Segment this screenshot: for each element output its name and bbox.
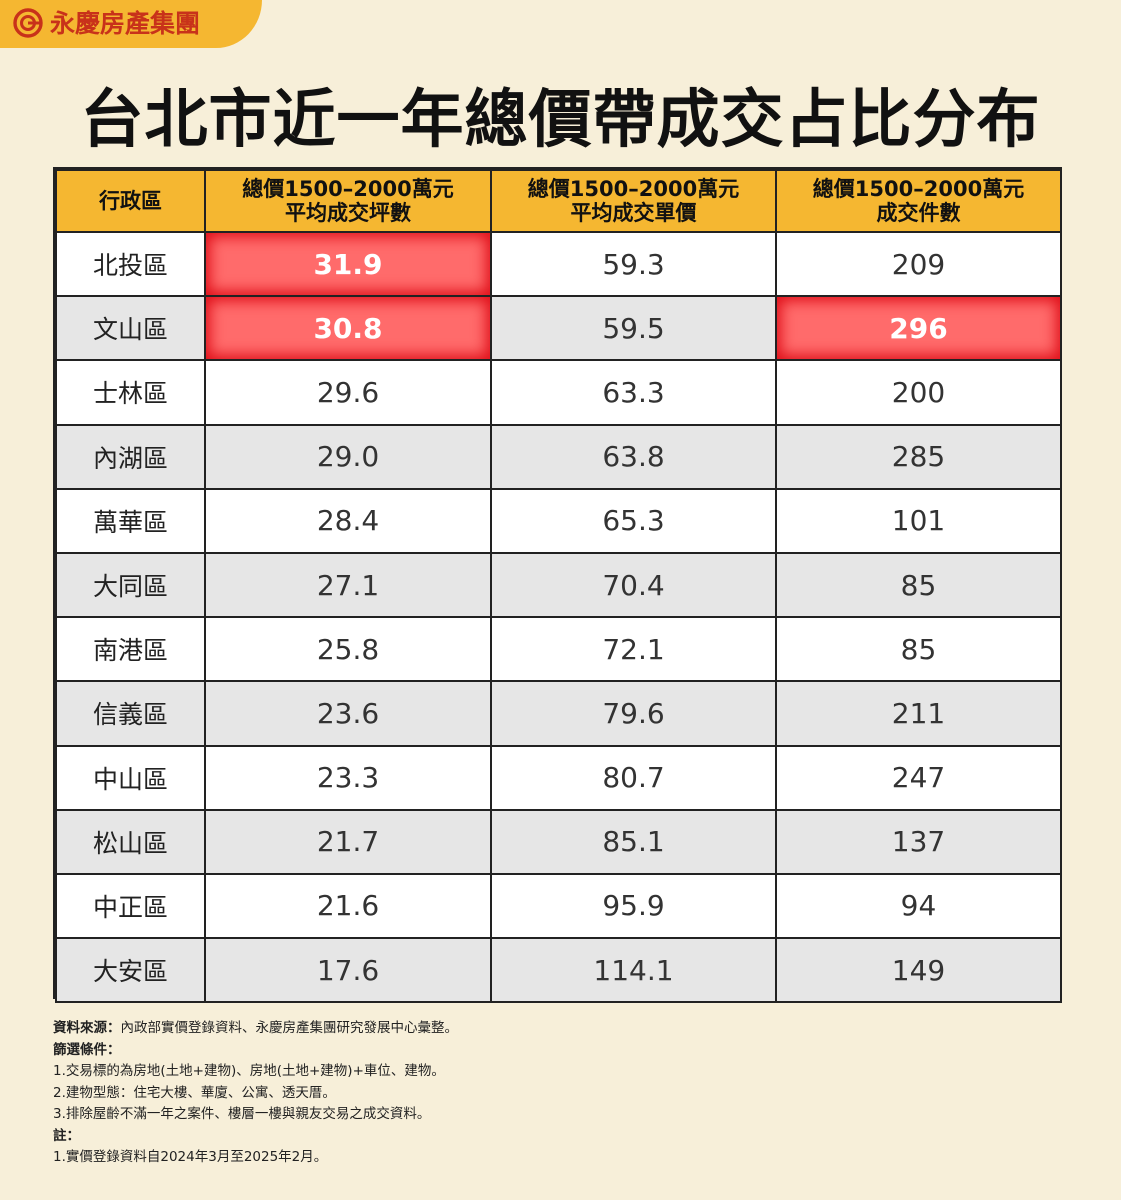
table-row: 士林區 29.6 63.3 200 [55, 359, 1062, 426]
table-body: 北投區 31.9 59.3 209 文山區 30.8 59.5 296 士林區 29.6 63.3 2… [55, 230, 1062, 1004]
table-row: 萬華區 28.4 65.3 101 [55, 487, 1062, 554]
cell-avg-area: 29.0 [204, 423, 492, 490]
table-row: 中山區 23.3 80.7 247 [55, 744, 1062, 811]
table-row: 南港區 25.8 72.1 85 [55, 616, 1062, 683]
cell-count: 200 [775, 359, 1062, 426]
cell-avg-price: 70.4 [490, 551, 777, 619]
cell-avg-area: 23.3 [204, 744, 492, 811]
footnotes: 資料來源：內政部實價登錄資料、永慶房產集團研究發展中心彙整。 篩選條件： 1.交… [53, 1018, 1063, 1169]
cell-avg-area: 29.6 [204, 359, 492, 426]
page-title: 台北市近一年總價帶成交占比分布 [80, 83, 1041, 156]
cell-district: 大安區 [55, 937, 206, 1004]
cell-avg-price: 95.9 [490, 872, 777, 940]
cell-count: 285 [775, 423, 1062, 490]
brand-header: 永慶房產集團 [0, 0, 262, 48]
table-row: 大同區 27.1 70.4 85 [55, 551, 1062, 619]
table-row: 文山區 30.8 59.5 296 [55, 295, 1062, 362]
cell-avg-price: 63.8 [490, 423, 777, 490]
data-table-container: 行政區 總價1500–2000萬元 平均成交坪數 總價1500–2000萬元 平均成… [53, 167, 1062, 1004]
header-count: 總價1500–2000萬元 成交件數 [775, 169, 1062, 233]
cell-avg-price: 80.7 [490, 744, 777, 811]
cell-district: 中正區 [55, 872, 206, 940]
cell-count: 85 [775, 616, 1062, 683]
cell-count: 247 [775, 744, 1062, 811]
table-row: 信義區 23.6 79.6 211 [55, 680, 1062, 747]
cell-avg-area: 27.1 [204, 551, 492, 619]
cell-district: 南港區 [55, 616, 206, 683]
cell-district: 士林區 [55, 359, 206, 426]
table-header-row: 行政區 總價1500–2000萬元 平均成交坪數 總價1500–2000萬元 平均成… [55, 169, 1062, 233]
cell-avg-area: 21.6 [204, 872, 492, 940]
header-district: 行政區 [55, 169, 206, 233]
cell-avg-price: 63.3 [490, 359, 777, 426]
table-row: 大安區 17.6 114.1 149 [55, 937, 1062, 1004]
filter-item: 2.建物型態：住宅大樓、華廈、公寓、透天厝。 [53, 1084, 336, 1101]
cell-district: 中山區 [55, 744, 206, 811]
cell-count: 85 [775, 551, 1062, 619]
cell-avg-price: 59.3 [490, 230, 777, 298]
header-avg-area: 總價1500–2000萬元 平均成交坪數 [204, 169, 492, 233]
cell-count: 94 [775, 872, 1062, 940]
remark-label: 註： [53, 1127, 80, 1144]
cell-avg-price: 65.3 [490, 487, 777, 554]
yungching-logo-icon [13, 8, 43, 38]
table-row: 中正區 21.6 95.9 94 [55, 872, 1062, 940]
cell-avg-price: 114.1 [490, 937, 777, 1004]
cell-avg-area: 31.9 [204, 230, 492, 298]
table-row: 北投區 31.9 59.3 209 [55, 230, 1062, 298]
cell-count: 296 [775, 295, 1062, 362]
brand-name: 永慶房產集團 [50, 9, 201, 38]
cell-count: 137 [775, 808, 1062, 875]
cell-avg-price: 85.1 [490, 808, 777, 875]
cell-avg-area: 21.7 [204, 808, 492, 875]
source-line: 資料來源：內政部實價登錄資料、永慶房產集團研究發展中心彙整。 [53, 1020, 458, 1036]
cell-avg-price: 79.6 [490, 680, 777, 747]
cell-avg-area: 17.6 [204, 937, 492, 1004]
cell-district: 信義區 [55, 680, 206, 747]
cell-count: 211 [775, 680, 1062, 747]
cell-district: 萬華區 [55, 487, 206, 554]
cell-district: 北投區 [55, 230, 206, 298]
cell-district: 內湖區 [55, 423, 206, 490]
cell-count: 101 [775, 487, 1062, 554]
remark-item: 1.實價登錄資料自2024年3月至2025年2月。 [53, 1149, 328, 1165]
cell-avg-area: 28.4 [204, 487, 492, 554]
filter-item: 1.交易標的為房地(土地+建物)、房地(土地+建物)+車位、建物。 [53, 1063, 445, 1079]
cell-district: 松山區 [55, 808, 206, 875]
table-row: 松山區 21.7 85.1 137 [55, 808, 1062, 875]
header-avg-price: 總價1500–2000萬元 平均成交單價 [490, 169, 777, 233]
cell-district: 文山區 [55, 295, 206, 362]
cell-district: 大同區 [55, 551, 206, 619]
cell-avg-price: 59.5 [490, 295, 777, 362]
cell-count: 149 [775, 937, 1062, 1004]
cell-avg-area: 25.8 [204, 616, 492, 683]
cell-avg-area: 30.8 [204, 295, 492, 362]
cell-count: 209 [775, 230, 1062, 298]
cell-avg-area: 23.6 [204, 680, 492, 747]
filter-label: 篩選條件： [53, 1041, 121, 1058]
filter-item: 3.排除屋齡不滿一年之案件、樓層一樓與親友交易之成交資料。 [53, 1106, 431, 1122]
cell-avg-price: 72.1 [490, 616, 777, 683]
table-row: 內湖區 29.0 63.8 285 [55, 423, 1062, 490]
district-price-table: 行政區 總價1500–2000萬元 平均成交坪數 總價1500–2000萬元 平均成… [55, 169, 1062, 1004]
